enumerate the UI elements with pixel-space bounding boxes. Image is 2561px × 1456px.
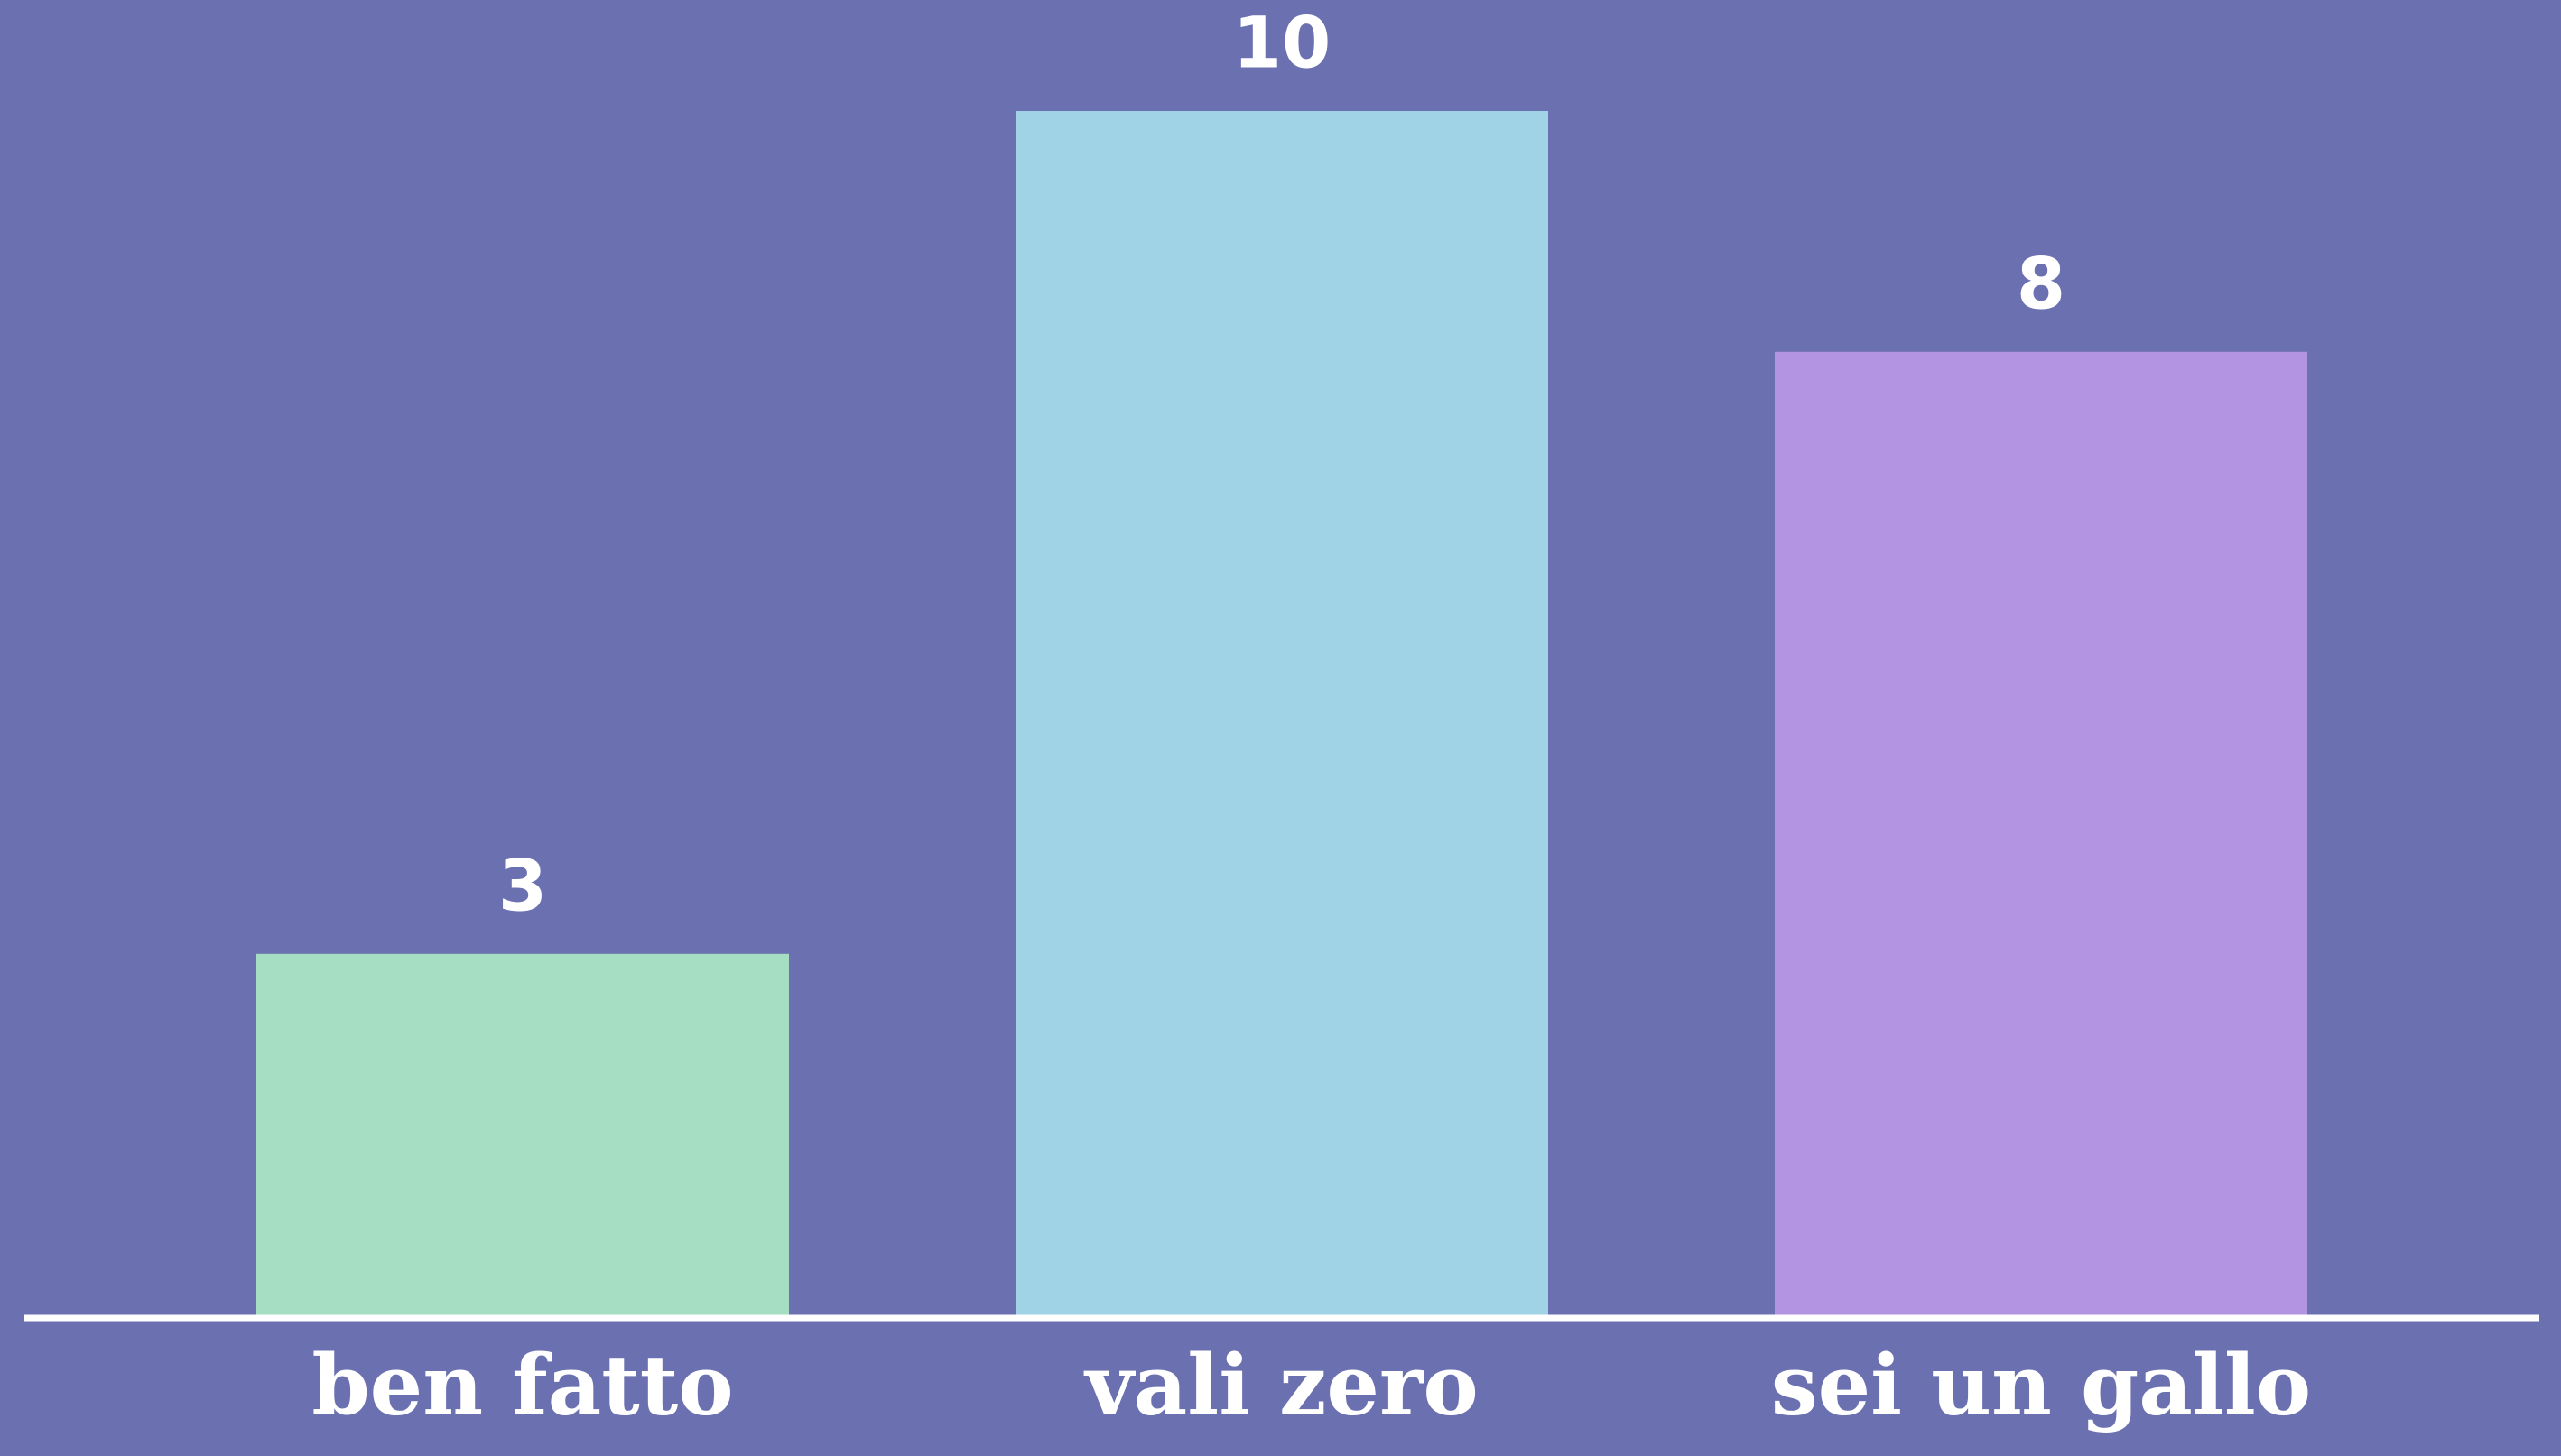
category-label: sei un gallo	[1771, 1337, 2311, 1434]
bar	[1775, 351, 2307, 1315]
category-label: ben fatto	[311, 1337, 733, 1434]
value-label: 8	[2017, 244, 2065, 325]
bar	[256, 953, 789, 1315]
category-label: vali zero	[1083, 1337, 1479, 1434]
value-label: 10	[1233, 3, 1332, 84]
bar	[1016, 111, 1548, 1315]
value-label: 3	[498, 846, 547, 927]
